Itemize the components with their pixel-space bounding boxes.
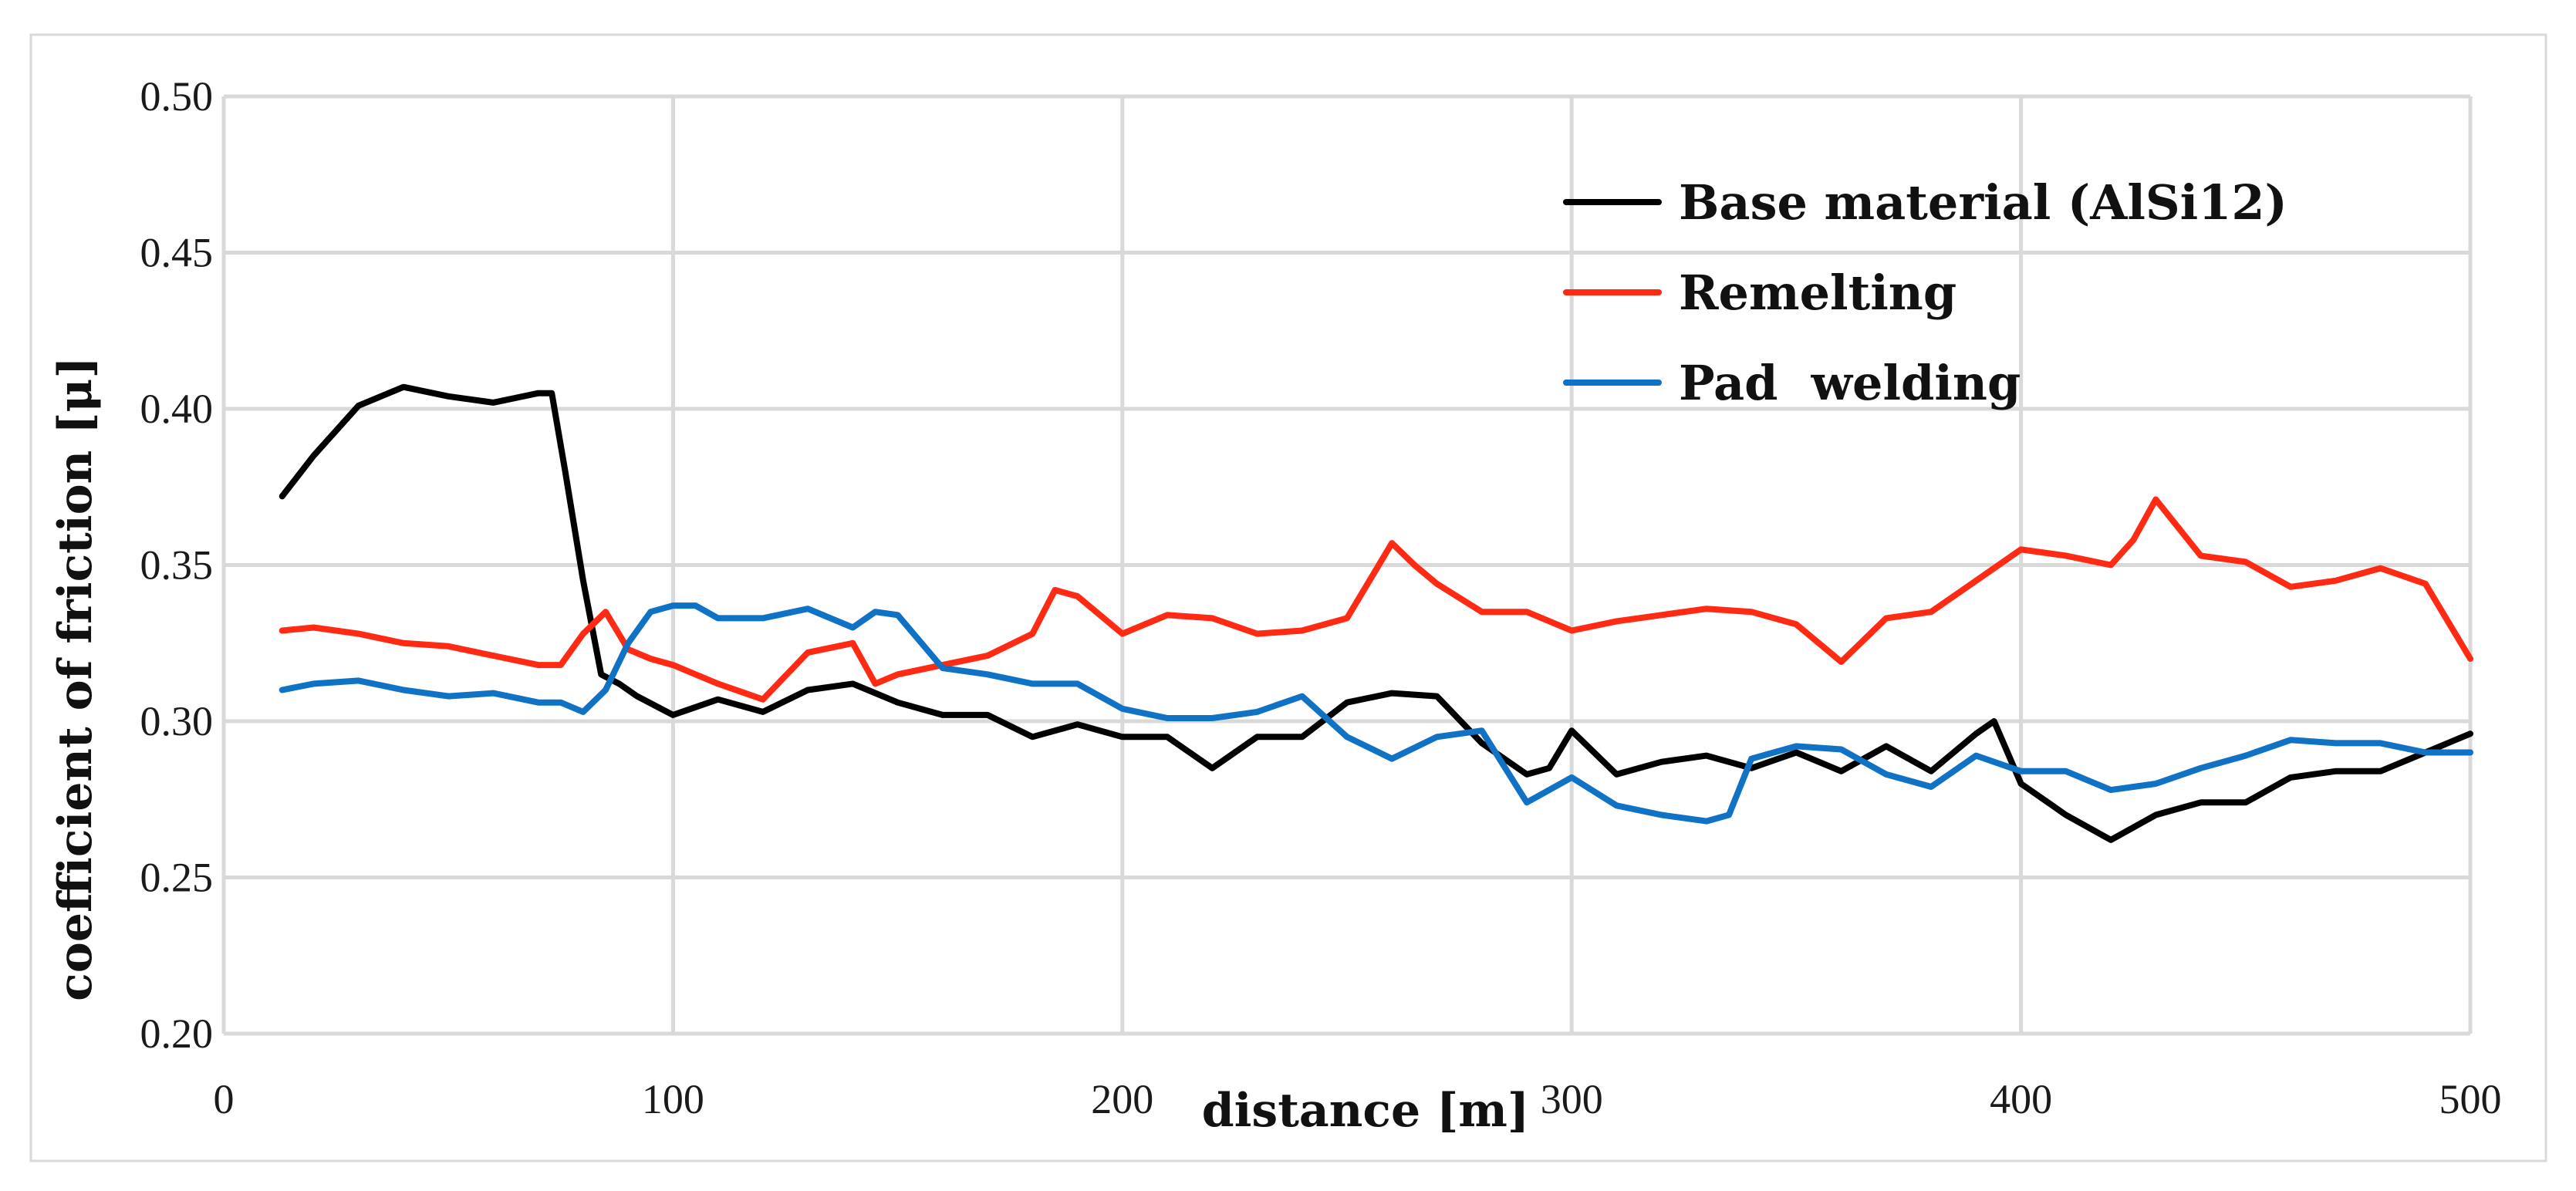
y-tick-label: 0.45 [140,230,214,276]
legend: Base material (AlSi12) Remelting Pad weldi… [1563,174,2287,411]
y-tick-label: 0.20 [140,1010,214,1057]
legend-label: Remelting [1679,265,1956,321]
x-tick-label: 500 [2439,1076,2502,1122]
x-axis-label: distance [m] [1202,1084,1530,1138]
y-axis-label: coefficient of friction [μ] [49,356,103,1001]
grid [221,94,2473,1036]
x-tick-label: 0 [214,1076,235,1122]
legend-label: Base material (AlSi12) [1679,174,2287,231]
x-tick-label: 400 [1990,1076,2052,1122]
y-tick-label: 0.50 [140,73,214,120]
y-tick-label: 0.35 [140,542,214,589]
legend-label: Pad welding [1679,355,2021,411]
series-lines [279,383,2473,843]
y-tick-label: 0.40 [140,386,214,432]
x-axis-ticks: 0 100 200 300 400 500 [214,1076,2502,1122]
series-line-1 [279,383,2473,843]
series-line-2 [279,496,2473,703]
x-tick-label: 200 [1091,1076,1153,1122]
y-tick-label: 0.25 [140,855,214,901]
x-tick-label: 300 [1541,1076,1603,1122]
y-axis-ticks: 0.20 0.25 0.30 0.35 0.40 0.45 0.50 [140,73,214,1057]
y-tick-label: 0.30 [140,698,214,744]
series-line-3 [279,602,2473,825]
chart-frame [29,33,2547,1162]
x-tick-label: 100 [642,1076,704,1122]
